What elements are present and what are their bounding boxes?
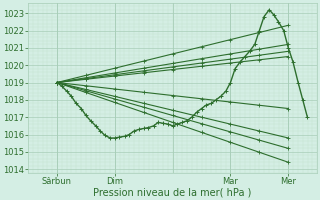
X-axis label: Pression niveau de la mer( hPa ): Pression niveau de la mer( hPa )	[93, 187, 252, 197]
